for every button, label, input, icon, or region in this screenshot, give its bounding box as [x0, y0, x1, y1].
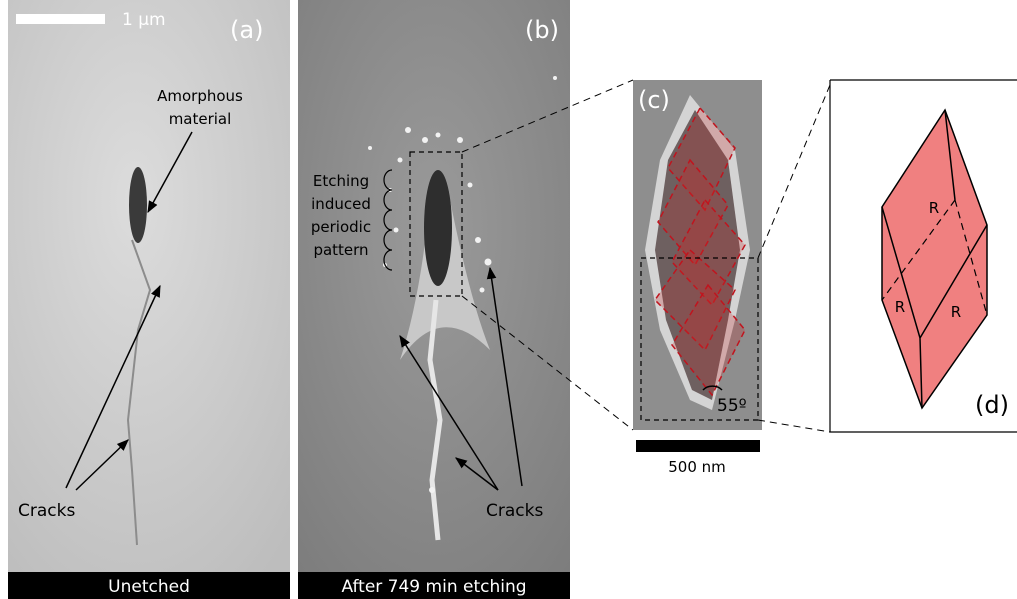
face-label: R	[929, 199, 939, 217]
scale-bar	[16, 14, 105, 24]
zoom-line	[758, 85, 830, 258]
annotation: Amorphous	[157, 87, 243, 105]
face-label: R	[895, 298, 905, 316]
scale-bar	[636, 440, 760, 452]
panel-label: (a)	[230, 16, 263, 44]
panel-label: (c)	[638, 86, 670, 114]
panel-a: 1 μm (a) Amorphous material Cracks Unetc…	[8, 0, 290, 599]
panel-label: (d)	[975, 391, 1009, 419]
annotation: Cracks	[486, 501, 543, 521]
panel-c: 55º (c) 500 nm	[633, 80, 762, 476]
annotation: material	[169, 110, 232, 128]
figure: 1 μm (a) Amorphous material Cracks Unetc…	[0, 0, 1017, 599]
scale-label: 1 μm	[122, 10, 166, 30]
face-label: R	[951, 303, 961, 321]
annotation: Etching	[313, 172, 369, 190]
scale-label: 500 nm	[668, 458, 726, 476]
caption: Unetched	[108, 577, 190, 597]
annotation: Cracks	[18, 501, 75, 521]
flaw	[129, 167, 147, 243]
annotation: induced	[311, 195, 371, 213]
annotation: periodic	[311, 218, 371, 236]
zoom-line	[758, 420, 830, 432]
panel-label: (b)	[525, 16, 559, 44]
panel-d: R R R (d)	[830, 80, 1017, 432]
panel-b: (b) Etching induced periodic pattern Cra…	[298, 0, 570, 599]
etch-pit	[424, 170, 452, 286]
caption: After 749 min etching	[341, 577, 526, 597]
annotation: pattern	[313, 241, 368, 259]
angle-label: 55º	[717, 396, 747, 416]
